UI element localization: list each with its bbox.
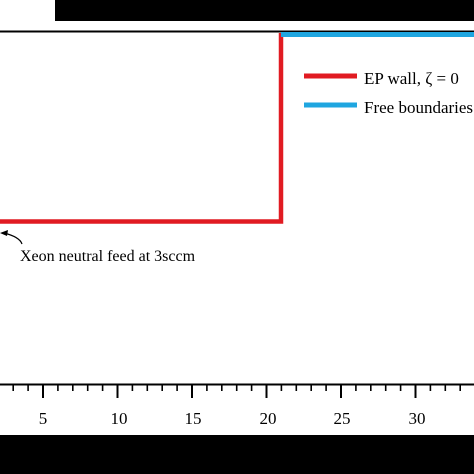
x-tick-label-25: 25 [334, 409, 351, 428]
x-tick-label-5: 5 [39, 409, 48, 428]
x-axis-minor-ticks [12, 384, 462, 391]
x-tick-label-20: 20 [260, 409, 277, 428]
annotation-label: Xeon neutral feed at 3sccm [20, 248, 196, 265]
x-tick-label-30: 30 [409, 409, 426, 428]
legend-label-free-boundaries: Free boundaries [364, 98, 473, 117]
x-tick-label-10: 10 [111, 409, 128, 428]
x-axis: 5 10 15 20 25 30 [0, 383, 474, 428]
x-axis-major-ticks [42, 384, 417, 398]
x-tick-label-15: 15 [185, 409, 202, 428]
top-black-band [55, 0, 474, 21]
annotation-arrow [0, 230, 23, 245]
ep-wall-line [0, 33, 284, 224]
legend-label-ep-wall: EP wall, ζ = 0 [364, 69, 459, 88]
bottom-black-band [0, 435, 474, 474]
legend: EP wall, ζ = 0 Free boundaries [304, 69, 473, 117]
